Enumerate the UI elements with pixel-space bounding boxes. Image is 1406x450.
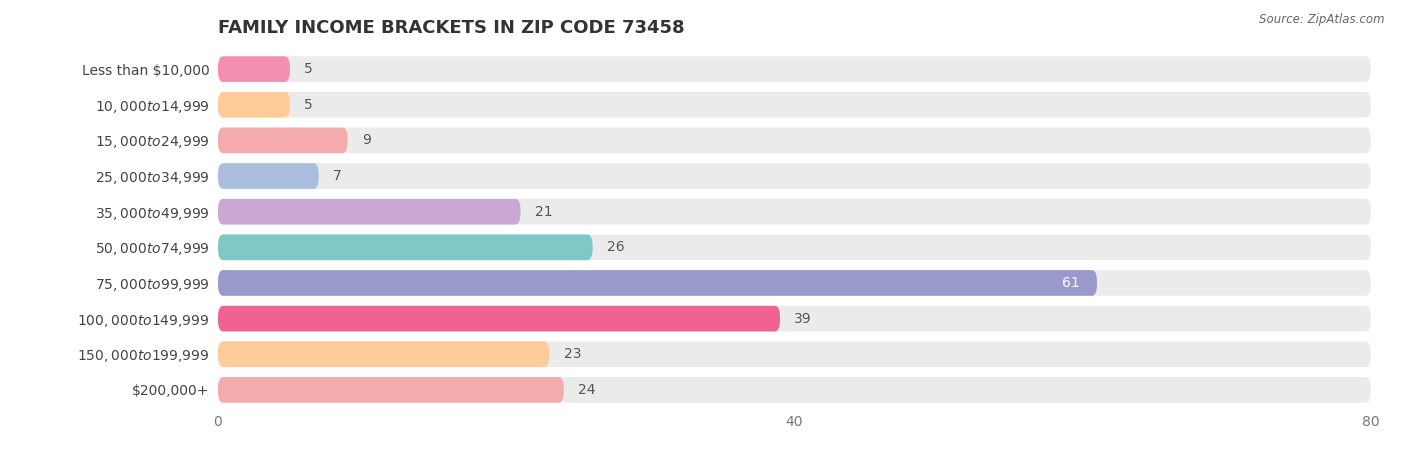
FancyBboxPatch shape (218, 270, 1371, 296)
FancyBboxPatch shape (218, 92, 1371, 117)
FancyBboxPatch shape (218, 306, 780, 332)
FancyBboxPatch shape (218, 377, 1371, 403)
Text: 5: 5 (304, 62, 314, 76)
Text: FAMILY INCOME BRACKETS IN ZIP CODE 73458: FAMILY INCOME BRACKETS IN ZIP CODE 73458 (218, 19, 685, 37)
Text: Source: ZipAtlas.com: Source: ZipAtlas.com (1260, 14, 1385, 27)
Text: 9: 9 (363, 133, 371, 148)
Text: 61: 61 (1062, 276, 1080, 290)
FancyBboxPatch shape (218, 306, 1371, 332)
FancyBboxPatch shape (218, 163, 1371, 189)
Text: 39: 39 (794, 311, 813, 326)
Text: 23: 23 (564, 347, 581, 361)
FancyBboxPatch shape (218, 127, 1371, 153)
FancyBboxPatch shape (218, 342, 1371, 367)
Text: 24: 24 (578, 383, 596, 397)
FancyBboxPatch shape (218, 56, 290, 82)
FancyBboxPatch shape (218, 92, 290, 117)
Text: 21: 21 (534, 205, 553, 219)
FancyBboxPatch shape (218, 234, 1371, 260)
FancyBboxPatch shape (218, 342, 550, 367)
FancyBboxPatch shape (218, 163, 319, 189)
Text: 26: 26 (607, 240, 624, 254)
FancyBboxPatch shape (218, 56, 1371, 82)
FancyBboxPatch shape (218, 377, 564, 403)
FancyBboxPatch shape (218, 199, 520, 225)
FancyBboxPatch shape (218, 127, 347, 153)
Text: 5: 5 (304, 98, 314, 112)
FancyBboxPatch shape (218, 270, 1097, 296)
Text: 7: 7 (333, 169, 342, 183)
FancyBboxPatch shape (218, 199, 1371, 225)
FancyBboxPatch shape (218, 234, 592, 260)
